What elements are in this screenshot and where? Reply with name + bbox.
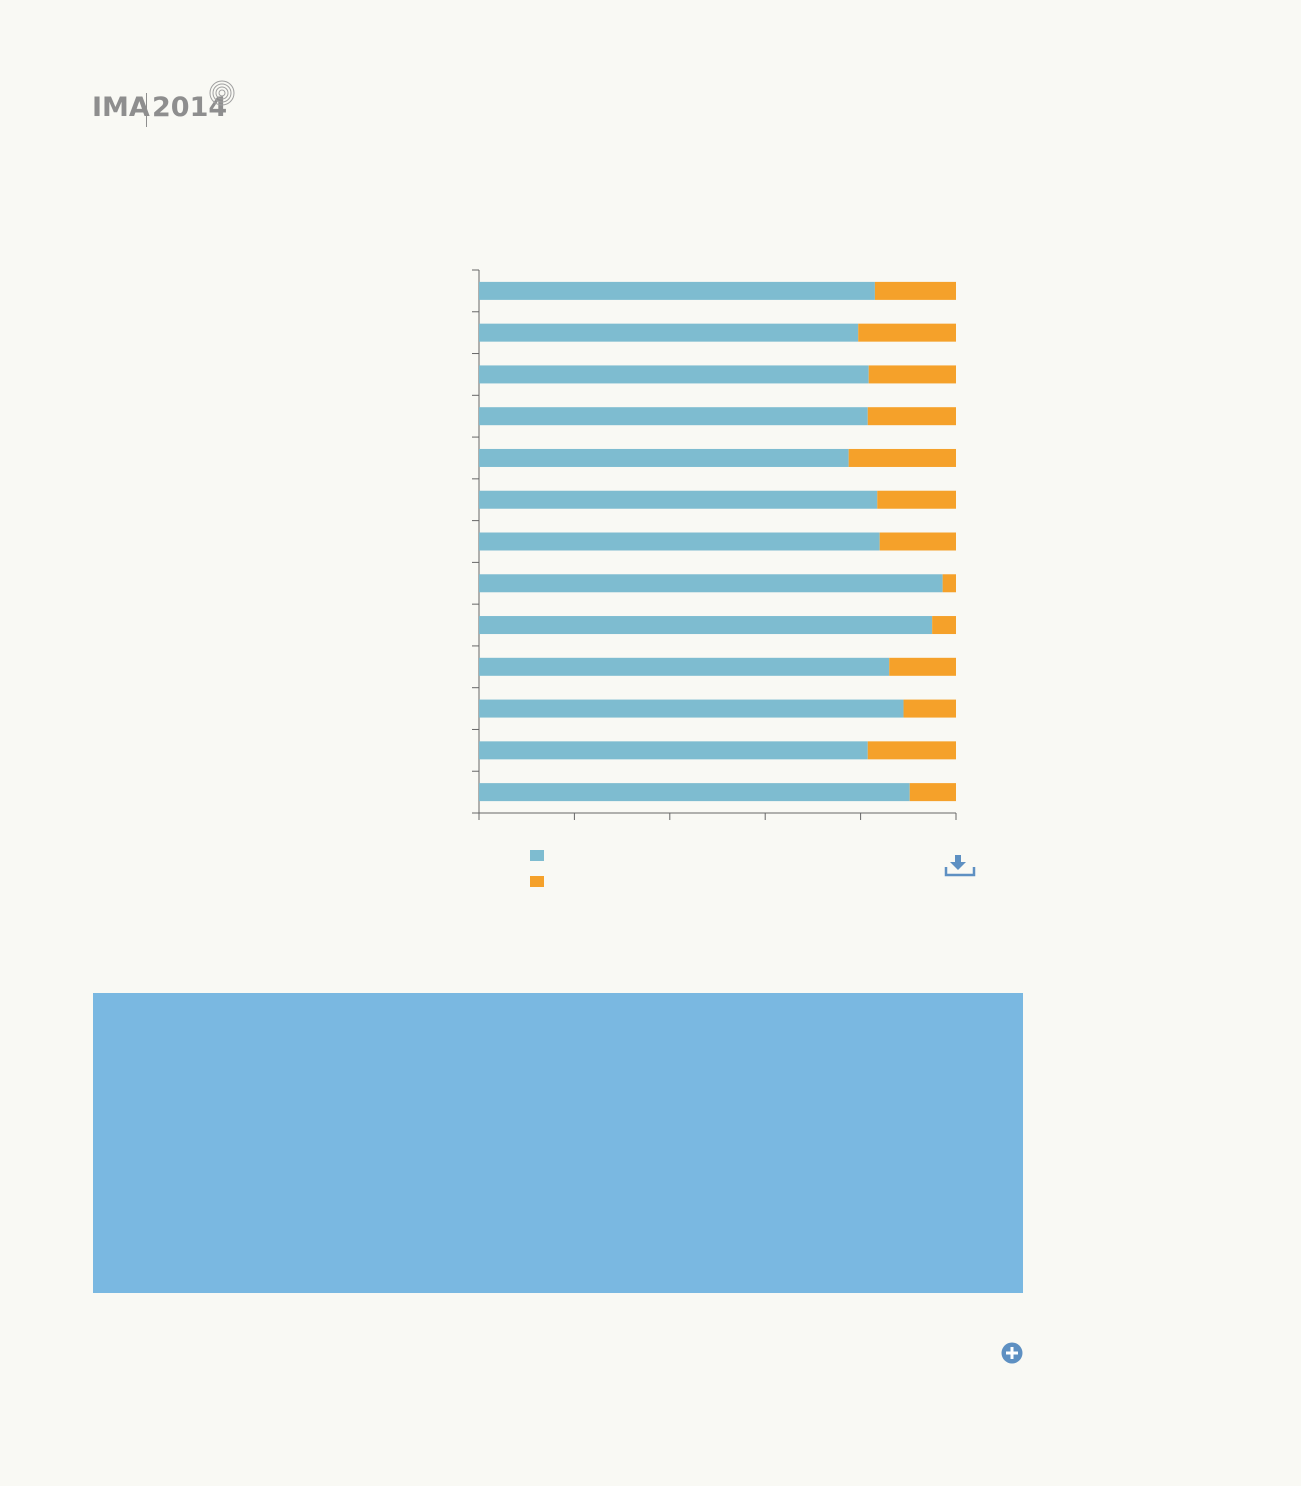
bar-series2-row10 [889, 657, 956, 676]
bar-series1-row6 [479, 490, 878, 509]
bar-series2-row4 [867, 407, 956, 426]
legend-swatch-series2 [530, 876, 544, 887]
spiral-logo-icon [209, 80, 235, 106]
bar-series2-row6 [877, 490, 956, 509]
bar-series2-row9 [932, 616, 956, 635]
bar-series1-row8 [479, 574, 943, 593]
bar-series2-row7 [879, 532, 956, 551]
bar-series1-row4 [479, 407, 868, 426]
bar-series1-row5 [479, 448, 849, 467]
bar-series1-row9 [479, 616, 933, 635]
logo-year-text: 2014 [152, 92, 228, 123]
bar-series1-row10 [479, 657, 890, 676]
legend-swatch-series1 [530, 850, 544, 861]
bar-series1-row3 [479, 365, 869, 384]
info-panel [93, 993, 1023, 1293]
bar-series1-row13 [479, 783, 910, 802]
bar-series1-row2 [479, 323, 859, 342]
download-icon[interactable] [944, 853, 976, 879]
bar-series2-row11 [903, 699, 956, 718]
bar-series2-row5 [848, 448, 956, 467]
bar-series1-row7 [479, 532, 880, 551]
logo-divider [146, 93, 147, 127]
bar-series2-row3 [868, 365, 956, 384]
bar-series2-row1 [874, 281, 956, 300]
bar-series2-row2 [858, 323, 956, 342]
ima-2014-logo: IMA 2014 [92, 78, 242, 130]
bar-series2-row13 [909, 783, 956, 802]
bar-series1-row11 [479, 699, 904, 718]
stacked-bar-chart [472, 269, 957, 887]
bar-series2-row8 [942, 574, 956, 593]
bar-series1-row12 [479, 741, 868, 760]
logo-brand-text: IMA [92, 92, 150, 123]
bar-series2-row12 [867, 741, 956, 760]
bar-series1-row1 [479, 281, 875, 300]
plus-circle-icon[interactable] [1001, 1342, 1023, 1364]
